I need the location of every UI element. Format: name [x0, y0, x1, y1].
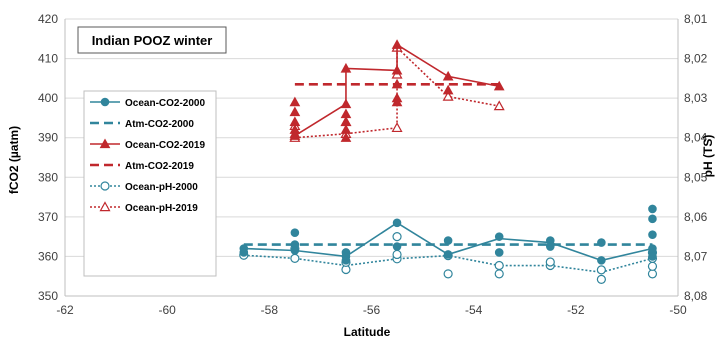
y2-tick-label: 8,08	[684, 289, 708, 303]
legend-label: Atm-CO2-2000	[125, 119, 194, 130]
data-point	[392, 242, 402, 251]
data-point	[340, 98, 352, 109]
legend: Ocean-CO2-2000 Atm-CO2-2000 Ocean-CO2-2019…	[83, 90, 217, 277]
legend-label: Ocean-CO2-2000	[125, 98, 205, 109]
data-point	[392, 218, 402, 228]
x-tick-label: -62	[56, 303, 74, 317]
data-point	[239, 248, 249, 257]
y2-axis-title: pH (TS)	[701, 135, 715, 178]
data-point	[100, 97, 110, 107]
x-tick-label: -60	[158, 303, 176, 317]
series-layer	[239, 39, 658, 284]
data-point	[290, 228, 300, 237]
data-point	[290, 246, 300, 255]
y-tick-label: 390	[38, 131, 58, 145]
data-point	[647, 261, 658, 271]
x-tick-label: -54	[465, 303, 483, 317]
data-point	[99, 201, 111, 212]
data-point	[340, 62, 352, 73]
tick-labels: 350 360 370 380 390 400 410 420 8,01 8,02 8,03 8,04…	[38, 12, 708, 317]
data-point	[289, 96, 301, 107]
data-point	[443, 250, 453, 259]
data-point	[392, 249, 402, 260]
data-point	[340, 132, 352, 142]
y-tick-label: 360	[38, 249, 58, 263]
series-ocean-co2-2019	[289, 39, 505, 142]
y2-tick-label: 8,05	[684, 170, 708, 184]
data-point	[545, 242, 555, 251]
x-axis-title: Latitude	[344, 325, 391, 339]
data-point	[494, 248, 504, 257]
data-point	[289, 130, 301, 140]
data-point	[545, 257, 555, 267]
data-point	[443, 269, 453, 279]
y2-tick-label: 8,02	[684, 52, 708, 66]
x-tick-label: -50	[669, 303, 687, 317]
data-point	[648, 204, 657, 214]
data-point	[494, 269, 504, 279]
data-point	[341, 256, 351, 265]
x-tick-label: -56	[363, 303, 381, 317]
data-point	[442, 70, 454, 81]
y-tick-label: 420	[38, 12, 58, 26]
data-point	[391, 96, 403, 107]
data-point	[597, 238, 606, 247]
data-point	[648, 214, 657, 224]
data-point	[391, 39, 403, 49]
y-tick-label: 400	[38, 91, 58, 105]
y2-tick-label: 8,07	[684, 249, 708, 263]
x-tick-label: -58	[261, 303, 279, 317]
data-point	[391, 64, 403, 75]
data-point	[290, 253, 300, 264]
y2-tick-label: 8,03	[684, 91, 708, 105]
series-ocean-co2-2000	[239, 204, 657, 265]
legend-label: Ocean-CO2-2019	[125, 140, 205, 151]
y2-tick-label: 8,01	[684, 12, 708, 26]
y2-tick-label: 8,04	[684, 131, 708, 145]
data-point	[648, 252, 657, 261]
data-point	[647, 269, 658, 279]
data-point	[391, 122, 403, 133]
data-point	[648, 230, 657, 239]
chart-title: Indian POOZ winter	[92, 33, 213, 48]
data-point	[99, 138, 111, 149]
y-tick-label: 410	[38, 52, 58, 66]
data-point	[597, 256, 606, 265]
legend-label: Atm-CO2-2019	[125, 161, 194, 172]
legend-label: Ocean-pH-2000	[125, 182, 198, 193]
data-point	[289, 106, 301, 117]
y-tick-label: 370	[38, 210, 58, 224]
data-point	[596, 265, 606, 275]
data-point	[391, 78, 403, 89]
data-point	[596, 274, 606, 284]
data-point	[493, 100, 505, 111]
data-point	[392, 232, 402, 242]
data-point	[494, 232, 504, 241]
data-point	[493, 80, 505, 91]
data-point	[442, 90, 454, 101]
y2-tick-label: 8,06	[684, 210, 708, 224]
y-axis-title: fCO2 (µatm)	[7, 126, 21, 194]
x-tick-label: -52	[567, 303, 585, 317]
chart-title-box: Indian POOZ winter	[77, 26, 227, 54]
data-point	[494, 260, 504, 271]
data-point	[100, 181, 110, 191]
y-tick-label: 350	[38, 289, 58, 303]
legend-label: Ocean-pH-2019	[125, 203, 198, 214]
data-point	[443, 236, 453, 245]
data-point	[442, 84, 454, 95]
y-tick-label: 380	[38, 170, 58, 184]
